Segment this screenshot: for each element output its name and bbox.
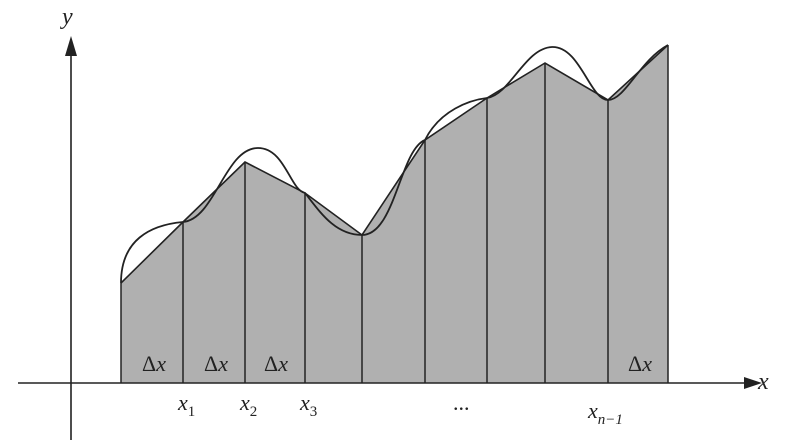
trapezoid-9 bbox=[608, 45, 668, 383]
trapezoid-5 bbox=[362, 140, 425, 383]
tick-label-4: xn−1 bbox=[587, 398, 623, 428]
trapezoid-top-chords bbox=[120, 44, 669, 284]
trapezoid-7 bbox=[487, 63, 545, 383]
trapezoid-6 bbox=[425, 98, 487, 383]
function-curve bbox=[120, 44, 669, 284]
trapezoid-8 bbox=[545, 63, 608, 383]
delta-x-label-2: Δx bbox=[204, 351, 228, 376]
x-axis-arrow bbox=[744, 377, 762, 389]
tick-label-3: x3 bbox=[299, 390, 317, 420]
trapezoid-4 bbox=[305, 193, 362, 383]
trapezoid-3 bbox=[245, 162, 305, 383]
y-axis-arrow bbox=[65, 36, 77, 56]
tick-label-1: x1 bbox=[177, 390, 195, 420]
delta-x-labels: Δx Δx Δx Δx bbox=[142, 351, 652, 376]
x-axis-label: x bbox=[757, 369, 769, 395]
tick-label-2: x2 bbox=[239, 390, 257, 420]
tick-labels-group: x1 x2 x3 xn−1 bbox=[177, 390, 623, 428]
ellipsis-label: ... bbox=[453, 390, 470, 415]
delta-x-label-4: Δx bbox=[628, 351, 652, 376]
delta-x-label-1: Δx bbox=[142, 351, 166, 376]
trapezoids-group bbox=[121, 45, 668, 383]
trapezoid-2 bbox=[183, 162, 245, 383]
delta-x-label-3: Δx bbox=[264, 351, 288, 376]
y-axis-label: y bbox=[60, 4, 73, 30]
partition-lines-group bbox=[120, 45, 669, 383]
trapezoid-1 bbox=[121, 222, 183, 383]
